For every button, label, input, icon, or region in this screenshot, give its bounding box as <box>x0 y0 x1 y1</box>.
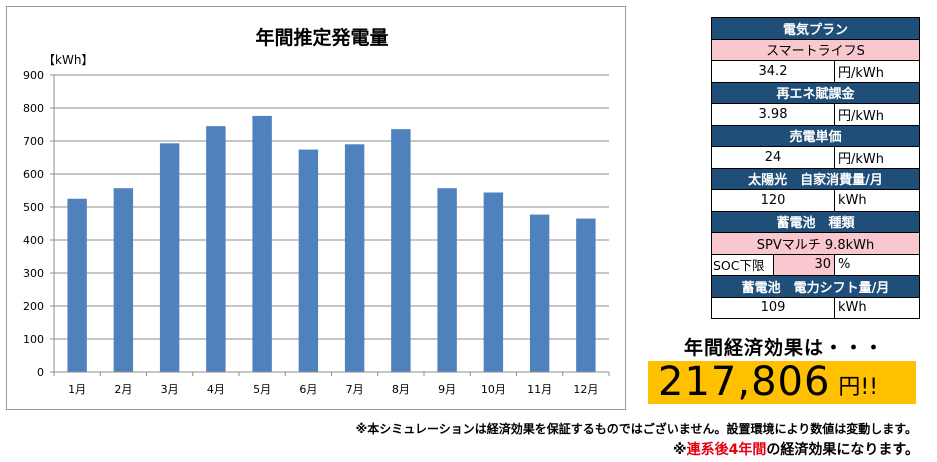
battery-header: 蓄電池 種類 <box>710 210 921 233</box>
y-tick-label: 900 <box>23 69 44 82</box>
y-tick-label: 500 <box>23 201 44 214</box>
shift-unit: kWh <box>833 296 921 319</box>
soc-label: SOC下限 <box>711 253 774 276</box>
renew-header: 再エネ賦課金 <box>710 81 921 104</box>
chart-title: 年間推定発電量 <box>255 26 388 49</box>
x-tick-label: 8月 <box>392 383 410 396</box>
effect-title: 年間経済効果は・・・ <box>684 337 885 359</box>
period-note-suffix: の経済効果になります。 <box>766 442 919 458</box>
shift-header: 蓄電池 電力シフト量/月 <box>710 275 921 298</box>
bar <box>113 188 134 372</box>
annual-generation-chart: 年間推定発電量 【kWh】 0 100 200 300 400 500 600 700 800 9… <box>23 26 610 396</box>
bar <box>252 115 272 373</box>
y-tick-label: 200 <box>23 300 44 313</box>
battery-value: SPVマルチ 9.8kWh <box>710 232 921 255</box>
y-axis-label: 【kWh】 <box>43 53 93 67</box>
bar <box>529 214 550 372</box>
x-tick-label: 7月 <box>346 383 364 396</box>
effect-box: 217,806 円!! <box>648 359 916 405</box>
x-tick-label: 6月 <box>299 383 317 396</box>
bar <box>206 126 226 373</box>
x-tick-label: 5月 <box>253 383 271 396</box>
effect-unit: 円!! <box>838 375 879 400</box>
self-consumption-value: 120 <box>711 189 835 212</box>
effect-amount: 217,806 <box>658 359 831 405</box>
period-note: ※連系後4年間の経済効果になります。 <box>673 439 919 459</box>
x-tick-label: 11月 <box>527 383 552 396</box>
plan-value: スマートライフS <box>710 38 921 61</box>
soc-value: 30 <box>773 253 835 276</box>
settings-table: 電気プラン スマートライフS 34.2 円/kWh 再エネ賦課金 3.98 円/… <box>710 17 921 319</box>
y-tick-label: 300 <box>23 267 44 280</box>
y-tick-label: 400 <box>23 234 44 247</box>
bar <box>391 129 411 372</box>
plan-price-unit: 円/kWh <box>833 60 921 83</box>
x-tick-label: 1月 <box>68 383 86 396</box>
y-tick-label: 800 <box>23 102 44 115</box>
disclaimer-note: ※本シミュレーションは経済効果を保証するものではございません。設置環境により数値… <box>355 422 917 436</box>
bar <box>159 143 180 372</box>
renew-unit: 円/kWh <box>833 103 921 126</box>
sell-header: 売電単価 <box>710 124 921 147</box>
sell-unit: 円/kWh <box>833 146 921 169</box>
x-tick-label: 3月 <box>161 383 179 396</box>
bar <box>576 218 596 372</box>
plan-price: 34.2 <box>711 60 835 83</box>
shift-value: 109 <box>711 296 835 319</box>
bar <box>298 149 319 372</box>
y-tick-label: 700 <box>23 135 44 148</box>
y-tick-label: 0 <box>37 366 44 379</box>
bar <box>67 198 87 372</box>
y-tick-label: 600 <box>23 168 44 181</box>
bar <box>437 188 457 372</box>
period-note-highlight: 連系後4年間 <box>686 442 767 458</box>
bar <box>483 192 504 372</box>
soc-unit: % <box>833 253 921 276</box>
x-tick-label: 10月 <box>481 383 506 396</box>
bar <box>344 144 365 372</box>
y-tick-label: 100 <box>23 333 44 346</box>
self-consumption-header: 太陽光 自家消費量/月 <box>710 167 921 190</box>
self-consumption-unit: kWh <box>833 189 921 212</box>
sell-value: 24 <box>711 146 835 169</box>
chart-frame: 年間推定発電量 【kWh】 0 100 200 300 400 500 600 700 800 9… <box>6 6 626 410</box>
x-tick-label: 4月 <box>207 383 225 396</box>
x-tick-label: 12月 <box>573 383 598 396</box>
x-tick-label: 2月 <box>114 383 132 396</box>
plan-header: 電気プラン <box>710 17 921 40</box>
period-note-prefix: ※ <box>673 442 687 458</box>
renew-value: 3.98 <box>711 103 835 126</box>
x-tick-label: 9月 <box>438 383 456 396</box>
